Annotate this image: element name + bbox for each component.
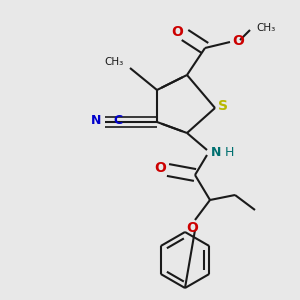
- Text: O: O: [232, 34, 244, 48]
- Text: H: H: [225, 146, 234, 158]
- Text: C: C: [114, 115, 123, 128]
- Text: CH₃: CH₃: [256, 23, 275, 33]
- Text: N: N: [91, 115, 101, 128]
- Text: CH₃: CH₃: [105, 57, 124, 67]
- Text: N: N: [211, 146, 221, 158]
- Text: O: O: [171, 25, 183, 39]
- Text: O: O: [154, 161, 166, 175]
- Text: O: O: [186, 221, 198, 235]
- Text: S: S: [218, 99, 228, 113]
